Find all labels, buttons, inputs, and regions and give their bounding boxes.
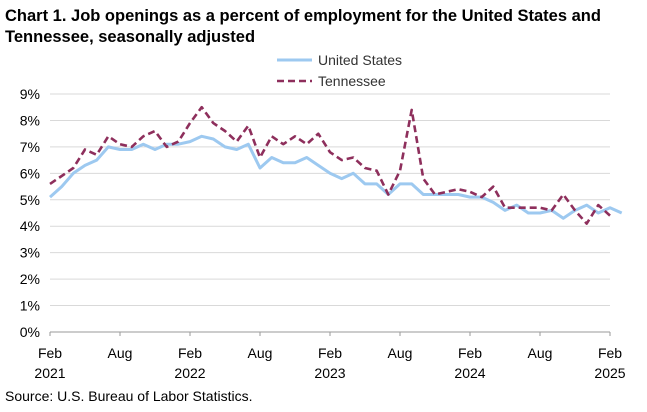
x-tick-year: 2021 [34,365,65,381]
series-lines [48,105,623,225]
x-tick-month: Feb [38,345,62,361]
y-axis-ticks: 0% 1% 2% 3% 4% 5% 6% 7% 8% 9% [20,86,40,340]
x-tick-month: Aug [388,345,413,361]
y-tick-label: 0% [20,324,40,340]
y-tick-label: 9% [20,86,40,102]
y-tick-label: 1% [20,298,40,314]
source-note: Source: U.S. Bureau of Labor Statistics. [5,388,253,404]
y-tick-label: 6% [20,165,40,181]
x-tick-month: Aug [528,345,553,361]
y-tick-label: 8% [20,112,40,128]
x-tick-year: 2022 [174,365,205,381]
y-tick-label: 4% [20,218,40,234]
x-axis-ticks: Feb 2021 Aug Feb 2022 Aug Feb 2023 Aug Feb 2024 Aug… [34,332,626,381]
x-tick-year: 2024 [454,365,485,381]
x-tick-month: Feb [178,345,202,361]
x-tick-month: Aug [108,345,133,361]
y-tick-label: 7% [20,139,40,155]
legend-label: Tennessee [318,73,386,89]
x-tick-month: Aug [248,345,273,361]
y-tick-label: 2% [20,271,40,287]
x-tick-month: Feb [318,345,342,361]
x-tick-year: 2025 [594,365,625,381]
y-tick-label: 5% [20,192,40,208]
y-tick-label: 3% [20,245,40,261]
series-line-united-states [48,134,623,220]
x-tick-month: Feb [458,345,482,361]
x-tick-year: 2023 [314,365,345,381]
legend-label: United States [318,52,402,68]
chart-title: Chart 1. Job openings as a percent of em… [5,7,601,46]
x-tick-month: Feb [598,345,622,361]
legend: United States Tennessee [277,52,402,89]
series-line-tennessee [49,105,611,225]
